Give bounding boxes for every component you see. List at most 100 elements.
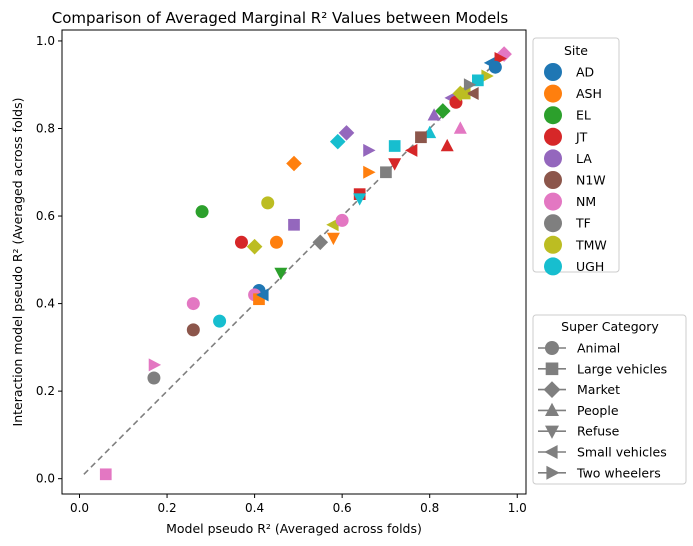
x-axis: 0.0 0.2 0.4 0.6 0.8 1.0: [70, 494, 527, 515]
data-point-n1w-square: [415, 131, 427, 144]
legend-site-label: JT: [575, 129, 588, 144]
legend-site-label: NM: [576, 194, 596, 209]
y-tick-label: 0.6: [36, 209, 55, 223]
data-point-tmw-triangle-left: [326, 218, 339, 232]
data-point-el-triangle-down: [274, 267, 288, 281]
data-point-n1w-circle: [186, 323, 200, 337]
data-point-la-triangle-up: [427, 108, 441, 121]
data-point-jt-triangle-up: [440, 138, 454, 152]
data-point-la-diamond: [338, 125, 355, 141]
data-point-ad-triangle-left: [256, 288, 269, 302]
legend-site-marker: [544, 257, 562, 276]
legend-site-marker: [544, 171, 562, 189]
data-point-tf-triangle-right: [463, 78, 477, 92]
legend-site-label: N1W: [576, 173, 606, 188]
data-point-el-circle: [195, 205, 209, 219]
x-tick-label: 0.0: [70, 501, 89, 515]
legend-category-frame: [532, 314, 687, 485]
legend-site-label: ASH: [576, 86, 602, 101]
data-point-tf-square: [380, 166, 392, 179]
data-point-nm-triangle-right: [148, 358, 162, 372]
points-layer: [99, 46, 512, 481]
y-axis: 0.0 0.2 0.4 0.6 0.8 1.0: [36, 34, 62, 486]
legend-site-marker: [544, 192, 562, 211]
legend-category-marker: [545, 425, 559, 439]
x-tick-label: 0.6: [333, 501, 352, 515]
data-point-ugh-square: [388, 140, 401, 152]
y-tick-label: 0.0: [36, 472, 55, 486]
legend-site-marker: [544, 63, 562, 81]
y-tick-label: 0.2: [36, 384, 55, 398]
data-point-tf-circle: [147, 371, 161, 385]
legend-site-label: TF: [575, 216, 591, 231]
data-point-ad-circle: [488, 60, 502, 74]
data-point-la-triangle-right: [363, 143, 376, 157]
data-point-la-square: [288, 218, 300, 231]
plot-background: [62, 30, 526, 494]
chart-title: Comparison of Averaged Marginal R² Value…: [52, 9, 509, 27]
legend-category-label: Market: [577, 382, 620, 397]
reference-line: [83, 53, 505, 475]
legend-site-marker: [544, 235, 562, 254]
data-point-nm-circle: [335, 213, 349, 227]
data-point-tmw-diamond: [452, 85, 469, 102]
x-tick-label: 0.2: [158, 501, 177, 515]
data-point-ugh-circle: [213, 314, 227, 328]
data-point-nm-square: [99, 468, 112, 481]
data-point-nm-diamond: [496, 46, 512, 62]
x-tick-label: 0.4: [245, 501, 264, 515]
legend-category-label: Large vehicles: [577, 361, 667, 376]
legend-site-marker: [544, 214, 562, 233]
legend-site-marker: [544, 84, 562, 103]
data-point-ash-triangle-right: [363, 165, 376, 179]
legend-category-label: People: [577, 403, 619, 418]
legend-category-label: Refuse: [577, 424, 620, 439]
legend-category-title: Super Category: [561, 319, 659, 334]
legend-site-marker: [544, 149, 562, 168]
legend-category: Super Category Animal Large vehicles Marke…: [532, 314, 687, 485]
legend-site-label: UGH: [576, 259, 604, 274]
y-tick-label: 0.4: [36, 297, 55, 311]
y-tick-label: 1.0: [36, 34, 55, 48]
data-point-n1w-triangle-left: [466, 86, 479, 100]
data-point-jt-triangle-down: [388, 158, 402, 171]
plot-area: [61, 29, 527, 495]
data-point-jt-triangle-left: [405, 143, 418, 157]
legend-category-marker: [545, 402, 559, 416]
legend-category-label: Small vehicles: [577, 445, 667, 460]
legend-site-label: AD: [576, 65, 594, 80]
legend-category-entries: Animal Large vehicles Market People Refuse Sm…: [538, 341, 667, 480]
legend-category-label: Two wheelers: [576, 465, 661, 480]
x-axis-label: Model pseudo R² (Averaged across folds): [166, 521, 422, 536]
legend-category-marker: [545, 341, 559, 355]
data-point-tmw-diamond: [246, 238, 263, 255]
y-axis-label: Interaction model pseudo R² (Averaged ac…: [10, 98, 25, 427]
data-point-tmw-circle: [261, 196, 275, 210]
data-point-ash-circle: [269, 235, 283, 249]
data-point-nm-circle: [186, 297, 200, 311]
data-point-ash-diamond: [286, 155, 302, 172]
legend-site-entries: AD ASH EL JT LA N1W NM TF TMW UGH: [544, 63, 607, 276]
legend-site: Site AD ASH EL JT LA N1W NM TF TMW UGH: [532, 37, 620, 276]
data-point-ugh-square: [471, 74, 484, 87]
data-point-ash-square: [253, 293, 265, 306]
data-point-ugh-triangle-down: [353, 193, 367, 206]
y-tick-label: 0.8: [36, 121, 55, 135]
data-point-ash-triangle-down: [326, 232, 340, 246]
x-tick-label: 1.0: [508, 501, 527, 515]
legend-category-marker: [546, 465, 560, 480]
legend-site-label: LA: [576, 151, 592, 166]
legend-site-title: Site: [564, 43, 588, 58]
data-point-tmw-triangle-right: [481, 69, 494, 83]
plot-frame: [61, 29, 527, 495]
legend-site-marker: [544, 106, 562, 125]
legend-category-marker: [543, 381, 561, 398]
data-point-ugh-diamond: [329, 133, 346, 150]
data-point-jt-circle: [234, 235, 248, 249]
data-point-tf-diamond: [312, 234, 329, 251]
legend-site-label: TMW: [575, 237, 607, 252]
legend-site-marker: [544, 127, 562, 146]
data-point-nm-triangle-up: [453, 121, 467, 134]
legend-category-marker: [545, 362, 559, 376]
